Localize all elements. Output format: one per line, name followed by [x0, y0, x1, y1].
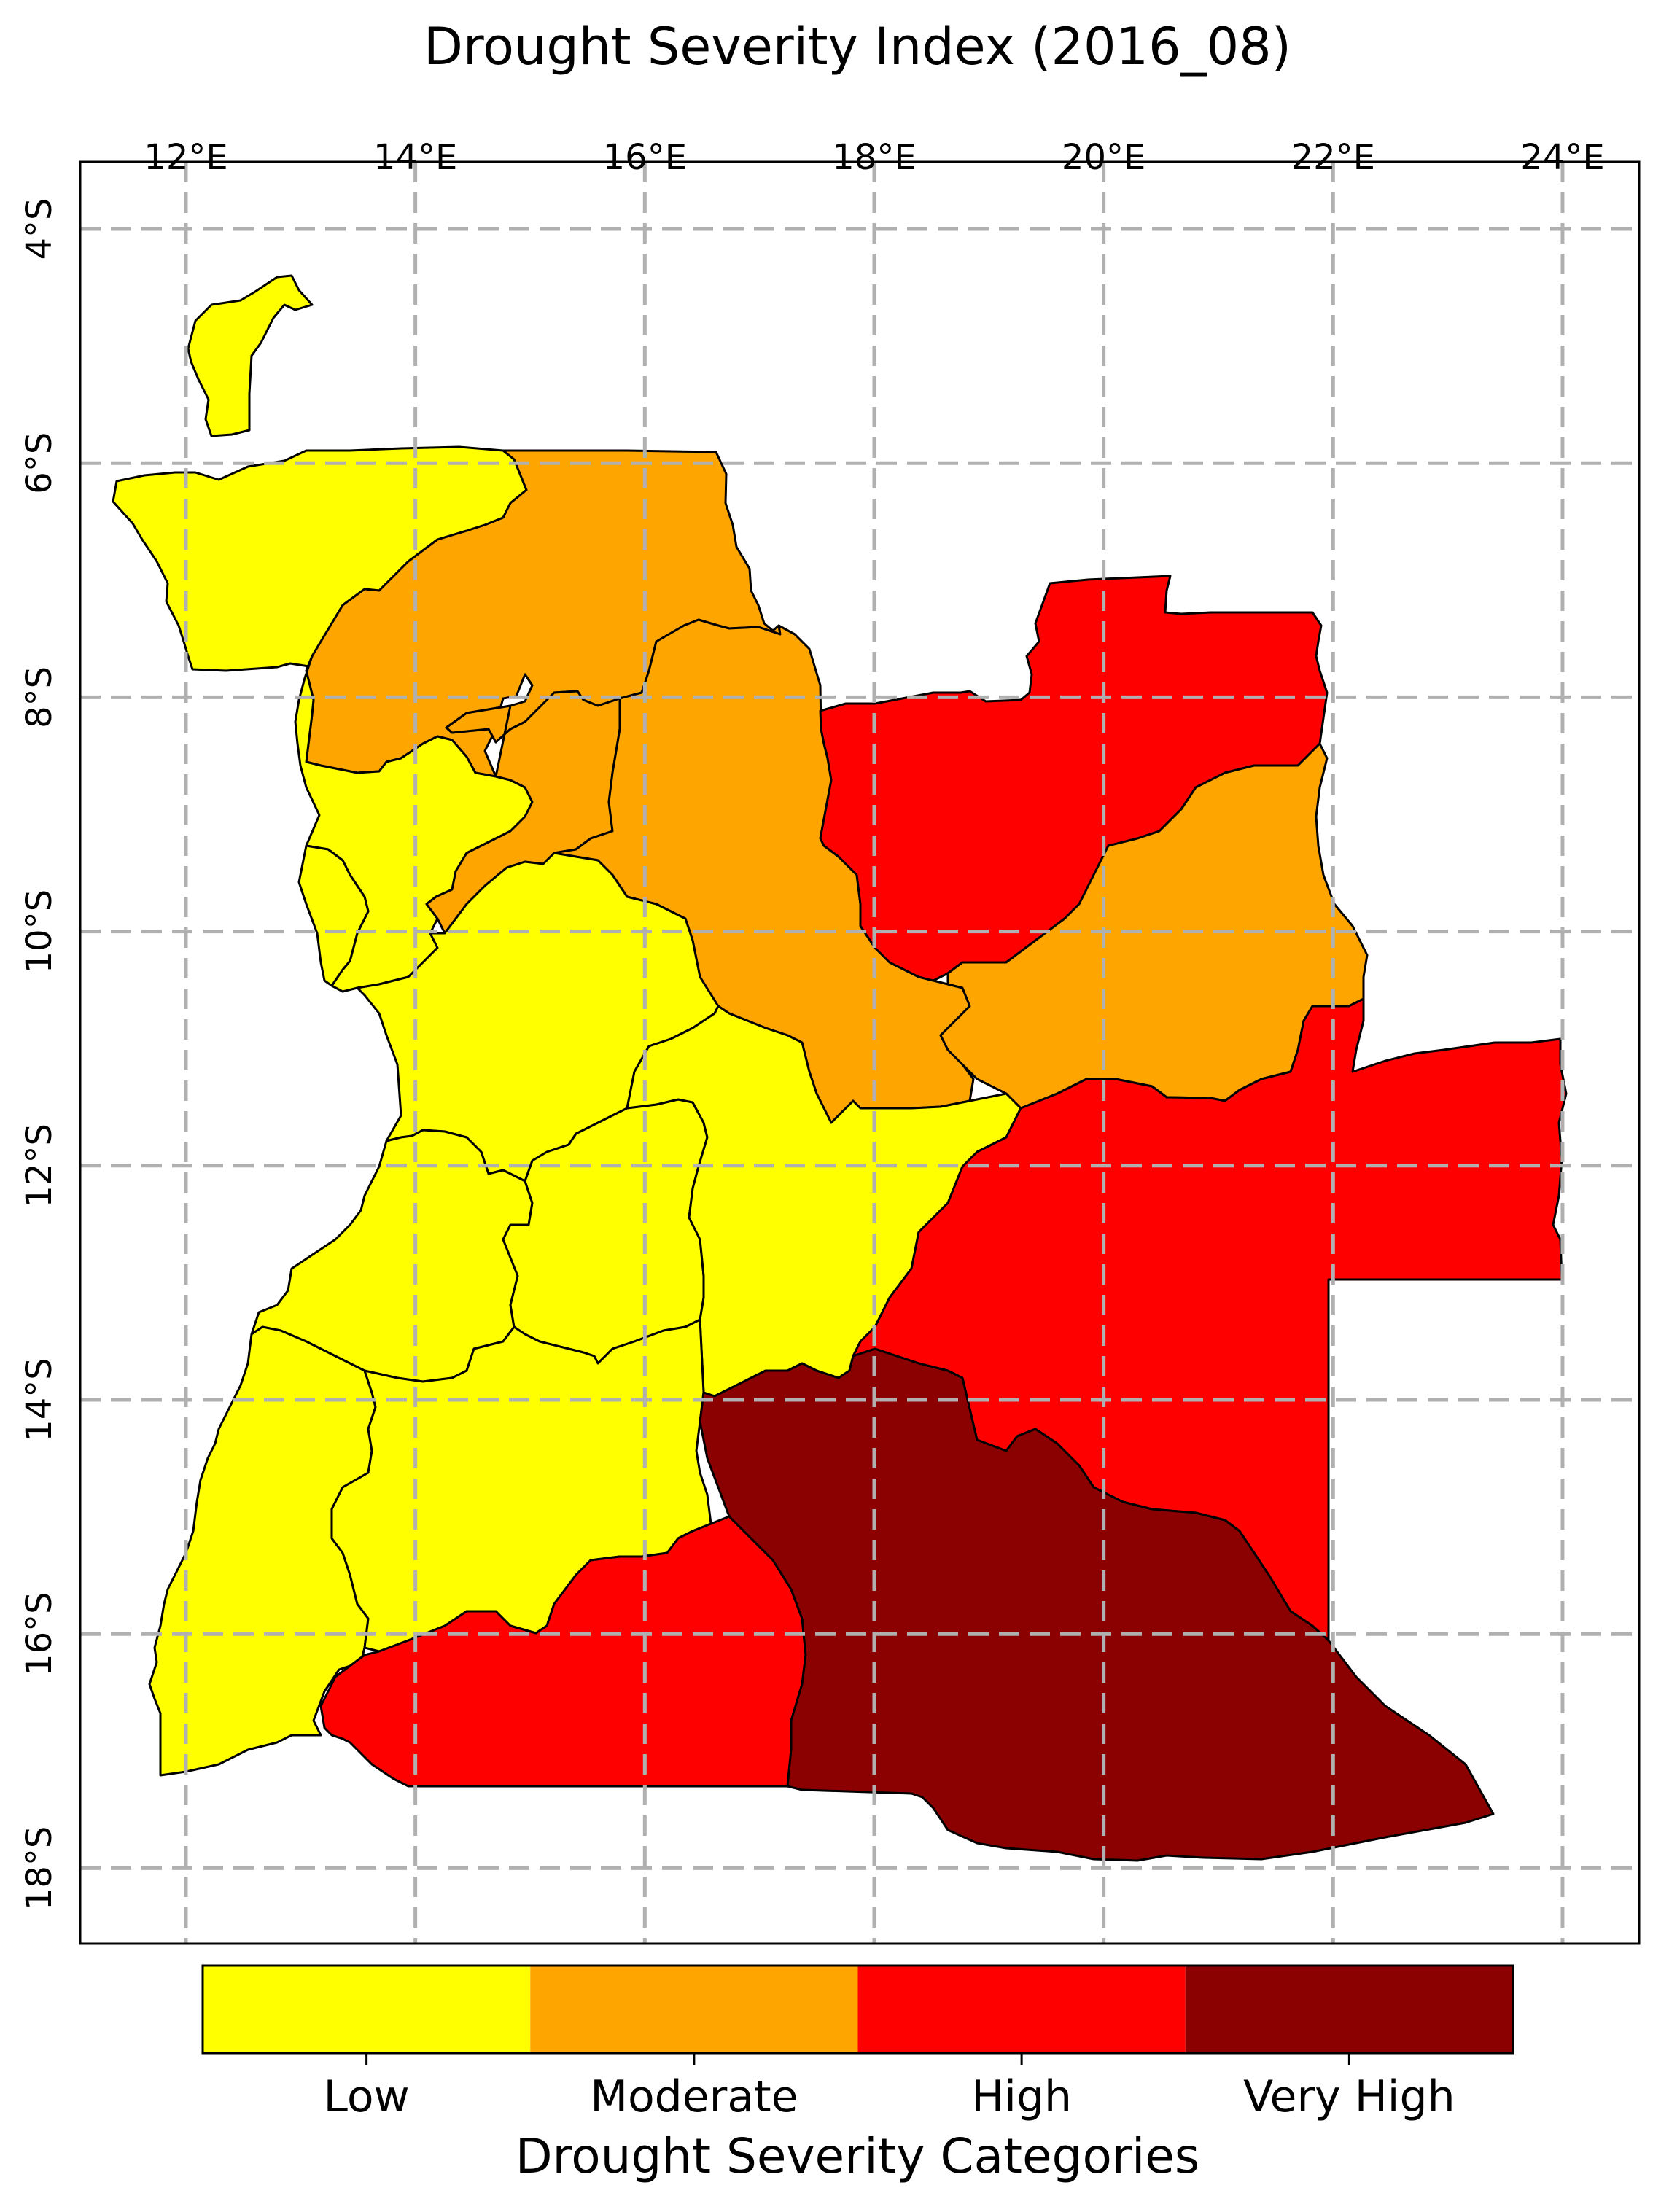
longitude-tick-label: 20°E — [1062, 137, 1145, 178]
region-luanda — [297, 844, 370, 987]
region-cunene — [319, 1515, 807, 1788]
latitude-tick-label: 10°S — [19, 889, 60, 974]
region-cuando-cubango — [699, 1347, 1495, 1862]
longitude-tick-label: 18°E — [832, 137, 916, 178]
colorbar-border — [201, 1964, 1514, 2055]
latitude-tick-label: 16°S — [19, 1592, 60, 1676]
colorbar-category-label: Low — [324, 2071, 410, 2122]
regions-layer — [112, 274, 1568, 1862]
latitude-tick-label: 14°S — [19, 1358, 60, 1442]
longitude-tick-label: 16°E — [603, 137, 687, 178]
longitude-tick-label: 14°E — [373, 137, 457, 178]
colorbar-category-label: Moderate — [590, 2071, 798, 2122]
map-title: Drought Severity Index (2016_08) — [424, 17, 1291, 77]
longitude-tick-label: 12°E — [144, 137, 227, 178]
latitude-tick-label: 6°S — [19, 432, 60, 494]
longitude-tick-labels: 12°E 14°E 16°E 18°E 20°E 22°E 24°E — [144, 137, 1604, 178]
latitude-tick-label: 18°S — [19, 1826, 60, 1911]
latitude-tick-label: 4°S — [19, 198, 60, 260]
colorbar-swatch — [530, 1966, 858, 2053]
longitude-tick-label: 22°E — [1291, 137, 1375, 178]
colorbar-category-label: High — [971, 2071, 1072, 2122]
latitude-tick-labels: 4°S 6°S 8°S 10°S 12°S 14°S 16°S 18°S — [19, 198, 60, 1910]
graticule — [80, 162, 1639, 1944]
colorbar-swatch — [203, 1966, 531, 2053]
latitude-tick-label: 8°S — [19, 666, 60, 728]
colorbar-swatch — [1185, 1966, 1513, 2053]
colorbar-swatch — [857, 1966, 1186, 2053]
colorbar-category-label: Very High — [1243, 2071, 1455, 2122]
longitude-tick-label: 24°E — [1520, 137, 1604, 178]
region-cabinda — [187, 274, 314, 437]
latitude-tick-label: 12°S — [19, 1123, 60, 1208]
colorbar-title: Drought Severity Categories — [516, 2128, 1200, 2184]
colorbar: Low Moderate High Very High — [201, 1964, 1514, 2122]
map-axes-frame — [79, 160, 1641, 1945]
